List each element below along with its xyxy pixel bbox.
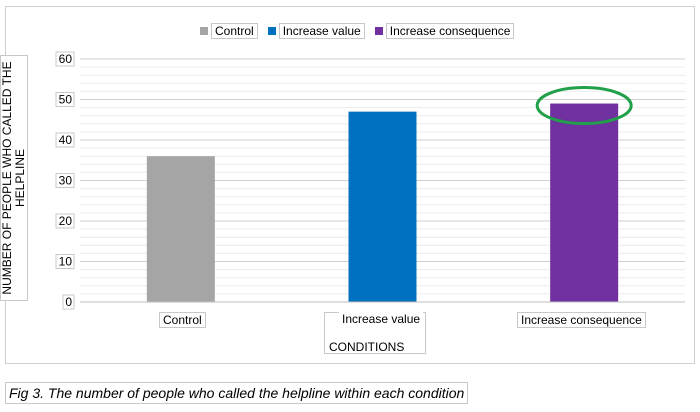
- y-tick-label: 20: [59, 214, 73, 228]
- y-tick-label-box: [62, 294, 75, 310]
- y-tick-label: 10: [59, 255, 73, 269]
- y-tick-label-box: [55, 92, 75, 107]
- bar-increase-value: [348, 111, 417, 303]
- legend-label-increase-value: Increase value: [278, 23, 365, 39]
- y-tick-label-box: [55, 213, 75, 229]
- legend-item-increase-value: Increase value: [267, 23, 365, 39]
- y-tick-label: 60: [59, 52, 73, 66]
- legend-label-control: Control: [211, 23, 258, 39]
- y-tick-label: 50: [59, 93, 73, 107]
- legend-swatch-control: [200, 27, 208, 35]
- legend-item-control: Control: [200, 23, 258, 39]
- figure-caption: Fig 3. The number of people who called t…: [5, 382, 469, 404]
- x-tick-label-control: Control: [159, 312, 206, 328]
- y-tick-label: 30: [59, 174, 73, 188]
- x-axis-title: CONDITIONS: [329, 340, 405, 354]
- y-tick-label-box: [55, 173, 75, 188]
- highlight-ellipse: [535, 86, 633, 126]
- y-axis-label: NUMBER OF PEOPLE WHO CALLED THE HELPLINE: [0, 55, 28, 301]
- legend-swatch-increase-consequence: [374, 27, 383, 35]
- bar-control: [146, 156, 215, 302]
- bar-increase-consequence: [550, 103, 619, 302]
- y-tick-label-box: [55, 132, 75, 148]
- legend-item-increase-consequence: Increase consequence: [374, 23, 515, 39]
- y-tick-label-box: [55, 51, 75, 67]
- legend-label-increase-consequence: Increase consequence: [385, 23, 515, 39]
- y-tick-label-box: [55, 254, 75, 269]
- y-tick-label: 0: [65, 295, 72, 309]
- x-tick-label-increase-consequence: Increase consequence: [517, 312, 646, 328]
- legend-swatch-increase-value: [267, 27, 276, 35]
- y-tick-label: 40: [59, 133, 73, 147]
- x-tick-label-increase-value: Increase value: [339, 312, 424, 326]
- chart-legend: Control Increase value Increase conseque…: [200, 23, 515, 39]
